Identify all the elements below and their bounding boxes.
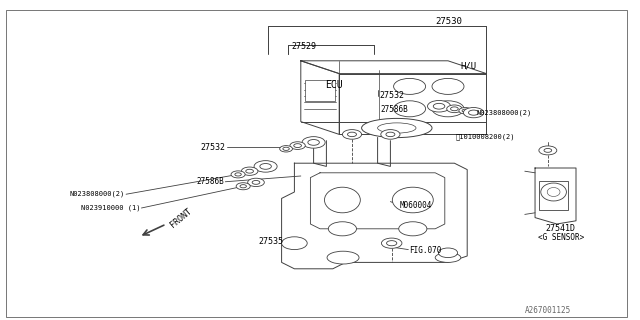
Ellipse shape (451, 107, 458, 111)
Ellipse shape (387, 241, 397, 246)
Ellipse shape (327, 251, 359, 264)
Ellipse shape (235, 173, 241, 176)
Ellipse shape (394, 78, 426, 94)
Text: M060004: M060004 (400, 201, 433, 210)
Ellipse shape (302, 137, 325, 148)
Ellipse shape (328, 222, 356, 236)
Ellipse shape (539, 146, 557, 155)
Ellipse shape (381, 130, 400, 139)
Ellipse shape (432, 101, 464, 117)
Ellipse shape (282, 237, 307, 250)
Ellipse shape (459, 108, 472, 114)
Ellipse shape (392, 187, 433, 213)
Ellipse shape (394, 101, 426, 117)
Text: ECU: ECU (325, 80, 343, 90)
Ellipse shape (342, 130, 362, 139)
Ellipse shape (462, 109, 468, 112)
Ellipse shape (362, 118, 432, 138)
Text: FIG.070: FIG.070 (410, 246, 442, 255)
Ellipse shape (231, 171, 245, 178)
Ellipse shape (433, 103, 445, 109)
Ellipse shape (280, 146, 292, 152)
Ellipse shape (246, 169, 253, 173)
Text: ⑂1010008200(2): ⑂1010008200(2) (456, 133, 515, 140)
Ellipse shape (294, 144, 301, 148)
Ellipse shape (240, 185, 246, 188)
Ellipse shape (428, 100, 451, 112)
Ellipse shape (308, 140, 319, 145)
Text: N023808000(2): N023808000(2) (477, 109, 532, 116)
Text: 27541D: 27541D (546, 224, 575, 233)
Text: <G SENSOR>: <G SENSOR> (538, 233, 584, 242)
Ellipse shape (463, 108, 484, 118)
Ellipse shape (386, 132, 395, 137)
Ellipse shape (260, 164, 271, 169)
Text: 27532: 27532 (200, 143, 225, 152)
Text: FRONT: FRONT (168, 206, 193, 229)
Text: A267001125: A267001125 (525, 306, 571, 315)
Text: 27532: 27532 (380, 92, 404, 100)
Ellipse shape (381, 238, 402, 248)
Text: N023910000 (1): N023910000 (1) (81, 205, 140, 211)
Ellipse shape (447, 105, 462, 113)
Ellipse shape (432, 78, 464, 94)
Ellipse shape (252, 180, 260, 184)
Ellipse shape (241, 167, 258, 175)
Ellipse shape (399, 222, 427, 236)
Ellipse shape (283, 147, 289, 150)
Bar (539, 181, 568, 210)
Ellipse shape (438, 248, 458, 258)
Text: 27586B: 27586B (381, 105, 408, 114)
Text: N023808000(2): N023808000(2) (70, 191, 125, 197)
Bar (305, 80, 335, 101)
Ellipse shape (468, 110, 479, 115)
Ellipse shape (348, 132, 356, 137)
Ellipse shape (544, 148, 552, 152)
Text: 27530: 27530 (435, 17, 462, 26)
Ellipse shape (236, 183, 250, 190)
Ellipse shape (378, 123, 416, 133)
Text: 27529: 27529 (291, 42, 316, 51)
Ellipse shape (290, 142, 305, 149)
Ellipse shape (547, 188, 560, 196)
Text: 27535: 27535 (259, 237, 284, 246)
Text: 27586B: 27586B (196, 177, 224, 186)
Ellipse shape (435, 253, 461, 262)
Ellipse shape (254, 161, 277, 172)
Ellipse shape (248, 178, 264, 187)
Text: H/U: H/U (461, 61, 477, 70)
Ellipse shape (324, 187, 360, 213)
Ellipse shape (541, 183, 566, 201)
